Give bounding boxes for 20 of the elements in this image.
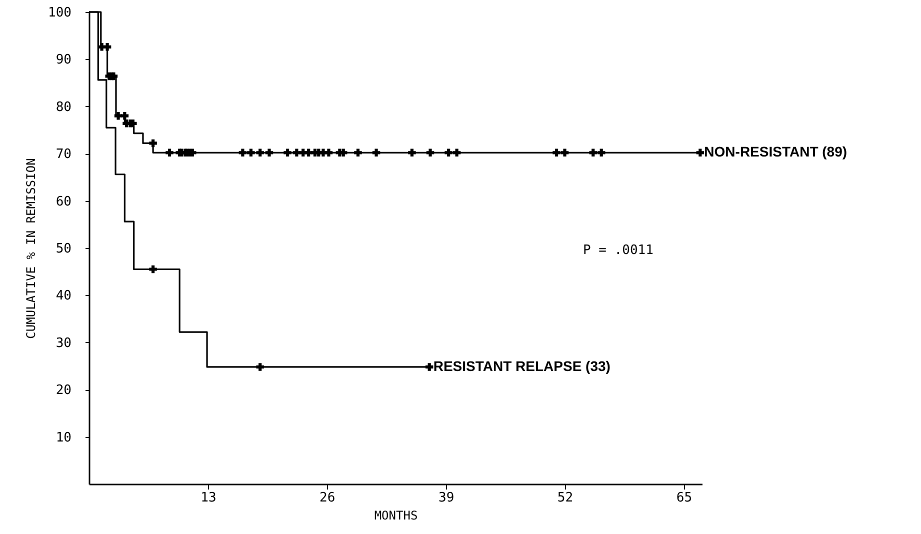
y-tick-label: 50: [56, 242, 72, 256]
x-tick-label: 26: [320, 490, 336, 506]
y-tick-label: 40: [56, 288, 72, 304]
y-tick-label: 70: [56, 147, 72, 162]
annotation: P = .0011: [583, 243, 654, 258]
x-tick-label: 52: [557, 490, 574, 506]
y-tick-label: 80: [56, 100, 72, 115]
y-tick-label: 100: [48, 6, 72, 20]
x-tick-label: 39: [438, 490, 454, 506]
x-axis-title: MONTHS: [374, 508, 418, 522]
y-tick-label: 20: [56, 383, 72, 398]
series-label: RESISTANT RELAPSE (33): [433, 358, 610, 374]
series-label: NON-RESISTANT (89): [704, 144, 848, 160]
y-tick-label: 10: [56, 430, 72, 446]
x-tick-label: 13: [200, 490, 216, 506]
y-tick-label: 90: [56, 52, 72, 68]
y-axis-title: CUMULATIVE % IN REMISSION: [24, 158, 38, 339]
y-tick-label: 60: [56, 194, 72, 210]
x-tick-label: 65: [676, 490, 692, 506]
y-tick-label: 30: [56, 336, 72, 351]
